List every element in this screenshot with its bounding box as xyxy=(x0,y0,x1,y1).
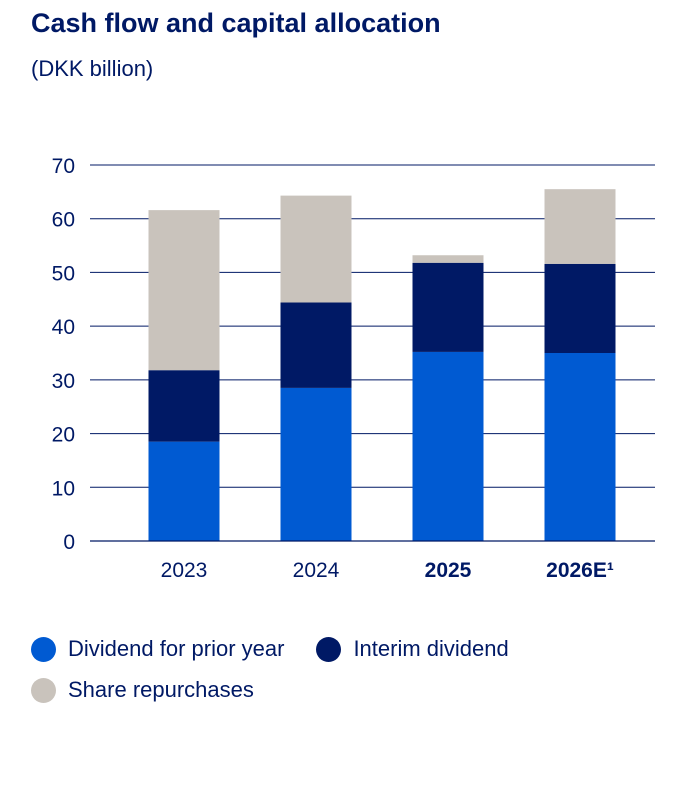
y-tick-label: 30 xyxy=(52,370,75,393)
legend-swatch-share-repurchases xyxy=(31,677,56,703)
bar-share-repurchases-2 xyxy=(412,255,484,263)
stacked-bar-chart: 0 10 20 30 40 50 60 70 2023 2024 2025 2026E¹ xyxy=(52,155,655,582)
legend-label-share-repurchases: Share repurchases xyxy=(68,677,254,702)
legend-swatch-interim-dividend xyxy=(316,636,342,662)
legend-label-interim-dividend: Interim dividend xyxy=(353,636,509,661)
chart-title: Cash flow and capital allocation xyxy=(31,8,441,38)
x-tick-label: 2026E¹ xyxy=(546,559,614,582)
y-tick-label: 20 xyxy=(52,424,75,447)
bar-dividend-prior-year-3 xyxy=(544,353,616,541)
y-tick-label: 0 xyxy=(63,531,75,554)
y-tick-label: 70 xyxy=(52,155,75,178)
legend-item-interim-dividend: Interim dividend xyxy=(316,636,509,662)
y-tick-label: 10 xyxy=(52,477,75,500)
bar-interim-dividend-2 xyxy=(412,262,484,352)
chart-legend: Dividend for prior year Interim dividend… xyxy=(31,633,541,715)
legend-item-dividend-prior-year: Dividend for prior year xyxy=(31,636,284,662)
y-tick-label: 40 xyxy=(52,316,75,339)
x-tick-label: 2024 xyxy=(293,559,340,582)
bar-dividend-prior-year-2 xyxy=(412,351,484,541)
legend-label-dividend-prior-year: Dividend for prior year xyxy=(68,636,285,661)
bar-share-repurchases-0 xyxy=(148,210,220,371)
y-tick-label: 50 xyxy=(52,262,75,285)
bar-interim-dividend-0 xyxy=(148,370,220,442)
bar-dividend-prior-year-0 xyxy=(148,441,220,541)
bar-share-repurchases-3 xyxy=(544,189,616,264)
bar-dividend-prior-year-1 xyxy=(280,387,352,541)
bar-interim-dividend-3 xyxy=(544,263,616,353)
bar-interim-dividend-1 xyxy=(280,302,352,388)
x-tick-label: 2023 xyxy=(161,559,208,582)
y-tick-label: 60 xyxy=(52,209,75,232)
bar-share-repurchases-1 xyxy=(280,195,352,303)
x-tick-label: 2025 xyxy=(425,559,472,582)
legend-item-share-repurchases: Share repurchases xyxy=(31,677,254,703)
legend-swatch-dividend-prior-year xyxy=(31,636,56,662)
chart-subtitle: (DKK billion) xyxy=(31,56,154,81)
